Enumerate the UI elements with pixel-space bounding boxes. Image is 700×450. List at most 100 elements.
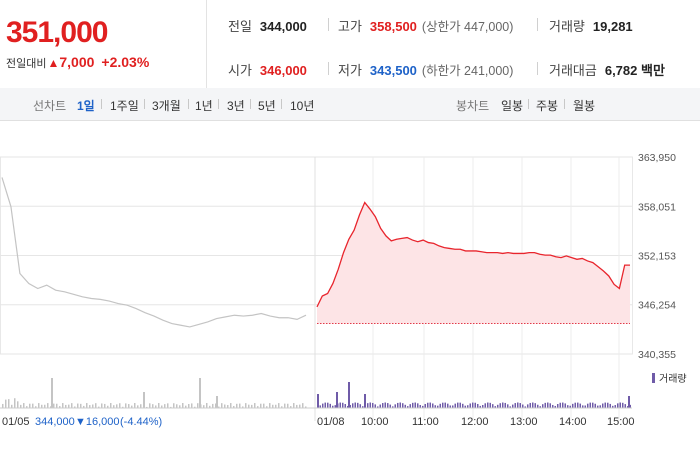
volume-bar bbox=[494, 406, 496, 408]
volume-bar bbox=[179, 405, 181, 408]
tab-monthly-candle[interactable]: 월봉 bbox=[573, 99, 596, 113]
volume-bar bbox=[23, 403, 25, 408]
volume-bar bbox=[562, 402, 564, 408]
volume-bar bbox=[143, 392, 145, 408]
tab-3y[interactable]: 3년 bbox=[227, 99, 245, 113]
volume-bar bbox=[51, 378, 53, 408]
volume-bar bbox=[514, 403, 516, 408]
volume-bar bbox=[457, 402, 459, 408]
volume-bar bbox=[155, 405, 157, 408]
tab-10y[interactable]: 10년 bbox=[290, 99, 315, 113]
volume-bar bbox=[125, 403, 127, 408]
volume-bar bbox=[587, 403, 589, 408]
volume-bar bbox=[38, 403, 40, 408]
volume-bar bbox=[317, 394, 319, 408]
volume-bar bbox=[86, 403, 88, 408]
volume-bar bbox=[352, 403, 354, 408]
volume-bar bbox=[65, 404, 67, 408]
volume-bar bbox=[579, 403, 581, 408]
stock-summary: 351,000 전일대비▲7,000 +2.03% 전일 344,000 고가 358… bbox=[0, 0, 700, 89]
y-tick-label: 358,051 bbox=[638, 201, 676, 213]
volume-bar bbox=[427, 402, 429, 408]
volume-bar bbox=[549, 403, 551, 408]
x-tick-prev-day: 01/05 bbox=[2, 416, 30, 428]
volume-bar bbox=[248, 404, 250, 408]
volume-bar bbox=[8, 399, 10, 408]
volume-bar bbox=[349, 404, 351, 408]
volume-bar bbox=[464, 405, 466, 408]
tab-5y[interactable]: 5년 bbox=[258, 99, 276, 113]
stat-high: 고가 358,500 (상한가 447,000) bbox=[338, 19, 514, 34]
volume-bar bbox=[569, 405, 571, 408]
tab-1w[interactable]: 1주일 bbox=[110, 99, 139, 113]
volume-bar bbox=[389, 404, 391, 408]
volume-bar bbox=[329, 403, 331, 408]
volume-bar bbox=[347, 405, 349, 408]
volume-bar bbox=[188, 404, 190, 408]
volume-bar bbox=[444, 402, 446, 408]
volume-bar bbox=[609, 403, 611, 408]
prev-day-percent: (-4.44%) bbox=[120, 416, 162, 428]
volume-bar bbox=[263, 403, 265, 408]
volume-bar bbox=[382, 403, 384, 408]
line-chart-label: 선차트 bbox=[33, 99, 67, 113]
volume-bar bbox=[479, 405, 481, 408]
volume-bar bbox=[547, 402, 549, 408]
stat-trade-value: 거래대금 6,782 백만 bbox=[549, 63, 665, 78]
volume-bar bbox=[599, 405, 601, 408]
volume-bar bbox=[327, 402, 329, 408]
volume-bar bbox=[287, 403, 289, 408]
prev-day-change: ▼16,000 bbox=[75, 416, 120, 428]
tab-1d[interactable]: 1일 bbox=[77, 99, 95, 113]
volume-bar bbox=[369, 402, 371, 408]
volume-bar bbox=[32, 403, 34, 408]
volume-bar bbox=[233, 405, 235, 408]
volume-bar bbox=[319, 405, 321, 408]
volume-bar bbox=[47, 403, 49, 408]
volume-bar bbox=[17, 401, 19, 408]
volume-bar bbox=[41, 404, 43, 408]
volume-bar bbox=[624, 404, 626, 408]
volume-bar bbox=[544, 402, 546, 408]
tab-1y[interactable]: 1년 bbox=[195, 99, 213, 113]
volume-bar bbox=[107, 405, 109, 408]
volume-bar bbox=[20, 404, 22, 408]
volume-bar bbox=[474, 402, 476, 408]
volume-bar bbox=[128, 404, 130, 408]
volume-bar bbox=[482, 405, 484, 408]
tab-daily-candle[interactable]: 일봉 bbox=[501, 99, 524, 113]
volume-bar bbox=[173, 403, 175, 408]
volume-legend: 거래량 bbox=[652, 373, 687, 385]
volume-bar bbox=[362, 406, 364, 408]
volume-bar bbox=[101, 403, 103, 408]
x-tick-label: 13:00 bbox=[510, 416, 538, 428]
volume-bar bbox=[236, 403, 238, 408]
tab-weekly-candle[interactable]: 주봉 bbox=[536, 99, 559, 113]
volume-bar bbox=[387, 403, 389, 408]
volume-bar bbox=[89, 405, 91, 408]
volume-bar bbox=[384, 402, 386, 408]
volume-bar bbox=[614, 405, 616, 408]
volume-bar bbox=[512, 404, 514, 408]
volume-bar bbox=[489, 402, 491, 408]
volume-bar bbox=[589, 402, 591, 408]
volume-bar bbox=[218, 406, 220, 408]
stat-open: 시가 346,000 bbox=[228, 63, 307, 78]
volume-bar bbox=[424, 403, 426, 408]
volume-bar bbox=[524, 406, 526, 408]
volume-bar bbox=[462, 403, 464, 408]
volume-bar bbox=[359, 404, 361, 408]
tab-3m[interactable]: 3개월 bbox=[152, 99, 181, 113]
volume-bar bbox=[529, 402, 531, 408]
change-percent: +2.03% bbox=[101, 54, 150, 70]
volume-bar bbox=[404, 404, 406, 408]
volume-bar bbox=[242, 406, 244, 408]
volume-bar bbox=[245, 403, 247, 408]
volume-bar bbox=[417, 403, 419, 408]
volume-bar bbox=[627, 406, 629, 408]
volume-bar bbox=[502, 402, 504, 408]
volume-bar bbox=[131, 405, 133, 408]
volume-bar bbox=[53, 403, 55, 408]
volume-bar bbox=[519, 403, 521, 408]
volume-bar bbox=[176, 404, 178, 408]
